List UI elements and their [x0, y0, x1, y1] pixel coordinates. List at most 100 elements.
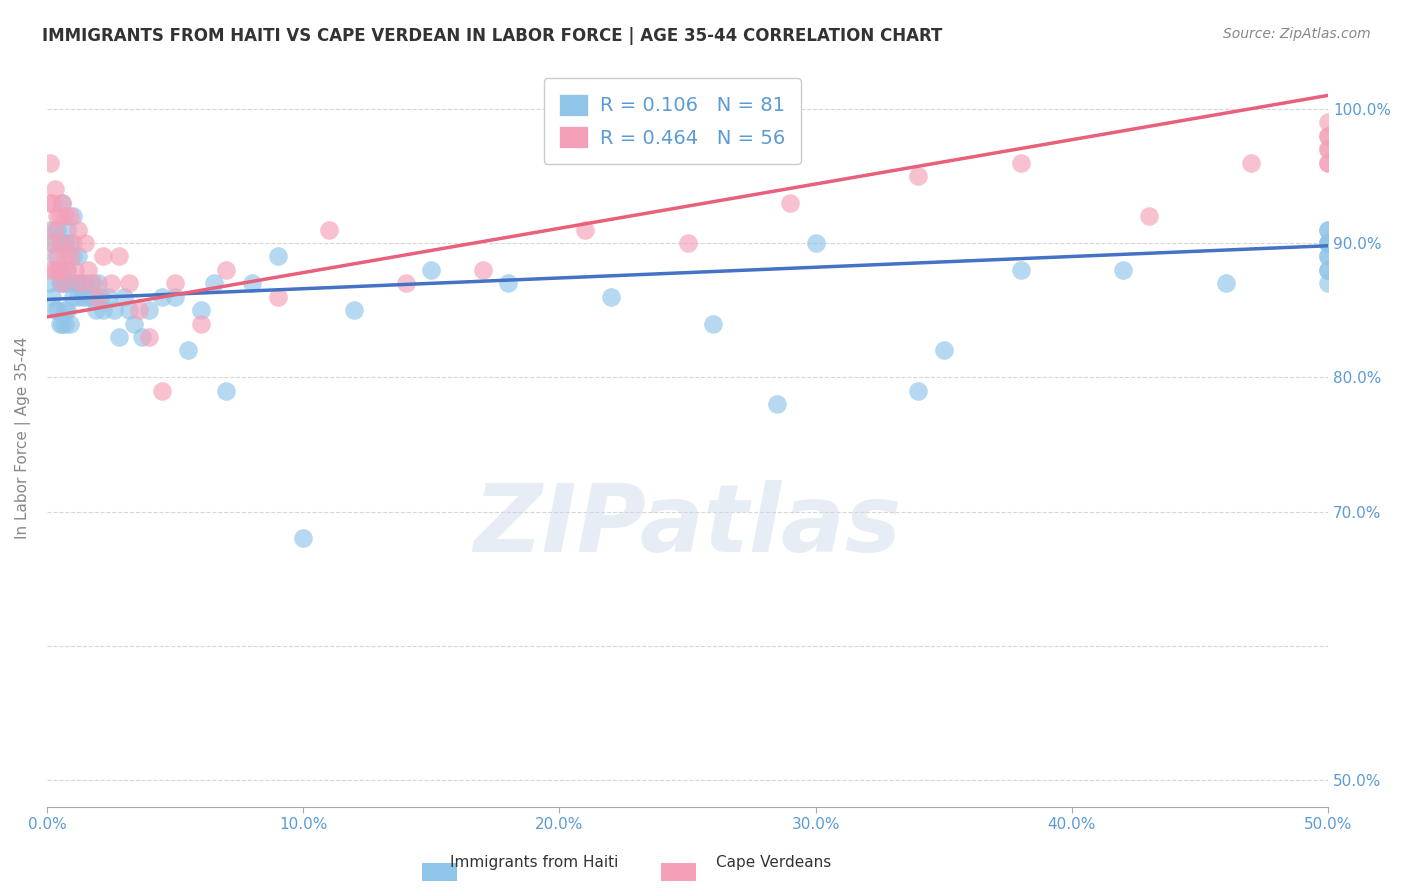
Point — [51, 195, 73, 210]
Point — [107, 330, 129, 344]
Text: Source: ZipAtlas.com: Source: ZipAtlas.com — [1223, 27, 1371, 41]
Point — [599, 290, 621, 304]
Point — [63, 263, 86, 277]
Point — [240, 277, 263, 291]
Point — [51, 235, 73, 250]
Point — [1317, 263, 1340, 277]
Point — [907, 384, 929, 398]
Point — [63, 277, 86, 291]
Point — [62, 250, 84, 264]
Point — [266, 290, 288, 304]
Point — [56, 263, 79, 277]
Point — [100, 277, 122, 291]
Point — [138, 330, 160, 344]
Point — [44, 303, 66, 318]
Point — [1317, 128, 1340, 143]
Point — [1317, 115, 1340, 129]
Point — [1215, 277, 1237, 291]
Point — [122, 317, 145, 331]
Point — [56, 222, 79, 236]
Point — [49, 209, 72, 223]
Point — [1317, 235, 1340, 250]
Point — [77, 263, 100, 277]
Point — [44, 263, 66, 277]
Point — [38, 263, 60, 277]
Point — [41, 290, 63, 304]
Point — [128, 303, 150, 318]
Text: ZIPatlas: ZIPatlas — [474, 481, 901, 573]
Point — [38, 277, 60, 291]
Point — [79, 277, 101, 291]
Point — [1317, 222, 1340, 236]
Point — [165, 290, 187, 304]
Point — [343, 303, 366, 318]
Point — [1240, 155, 1263, 169]
Point — [496, 277, 519, 291]
Point — [177, 343, 200, 358]
Point — [53, 303, 76, 318]
Point — [574, 222, 596, 236]
Point — [46, 303, 69, 318]
Point — [1317, 250, 1340, 264]
Point — [266, 250, 288, 264]
Point — [44, 250, 66, 264]
Point — [59, 317, 82, 331]
Point — [1317, 250, 1340, 264]
Point — [62, 209, 84, 223]
Point — [215, 384, 238, 398]
Text: Cape Verdeans: Cape Verdeans — [716, 855, 831, 870]
Point — [49, 277, 72, 291]
Point — [82, 277, 104, 291]
Point — [59, 250, 82, 264]
Point — [51, 235, 73, 250]
Point — [118, 303, 141, 318]
Point — [41, 235, 63, 250]
Point — [420, 263, 443, 277]
Point — [1317, 235, 1340, 250]
Point — [56, 303, 79, 318]
Point — [471, 263, 494, 277]
Point — [292, 532, 315, 546]
Point — [72, 290, 94, 304]
Point — [51, 195, 73, 210]
Point — [66, 290, 89, 304]
Point — [107, 250, 129, 264]
Point — [84, 303, 107, 318]
Point — [66, 222, 89, 236]
Point — [66, 250, 89, 264]
Point — [59, 277, 82, 291]
Point — [49, 235, 72, 250]
Point — [1137, 209, 1160, 223]
Point — [53, 317, 76, 331]
Point — [46, 263, 69, 277]
Point — [112, 290, 135, 304]
Point — [44, 182, 66, 196]
Point — [38, 195, 60, 210]
Point — [51, 317, 73, 331]
Point — [59, 235, 82, 250]
Point — [62, 235, 84, 250]
Point — [1317, 155, 1340, 169]
Point — [1112, 263, 1135, 277]
Point — [804, 235, 827, 250]
Point — [202, 277, 225, 291]
Point — [215, 263, 238, 277]
Point — [165, 277, 187, 291]
Point — [93, 303, 115, 318]
Point — [190, 303, 212, 318]
Point — [49, 317, 72, 331]
Point — [1317, 222, 1340, 236]
Point — [82, 290, 104, 304]
Legend: R = 0.106   N = 81, R = 0.464   N = 56: R = 0.106 N = 81, R = 0.464 N = 56 — [544, 78, 801, 164]
Point — [51, 277, 73, 291]
Point — [1317, 142, 1340, 156]
Point — [118, 277, 141, 291]
Point — [395, 277, 418, 291]
Point — [1010, 263, 1032, 277]
Point — [131, 330, 153, 344]
Point — [90, 290, 112, 304]
Point — [75, 235, 97, 250]
Point — [190, 317, 212, 331]
Point — [59, 209, 82, 223]
Point — [1317, 263, 1340, 277]
